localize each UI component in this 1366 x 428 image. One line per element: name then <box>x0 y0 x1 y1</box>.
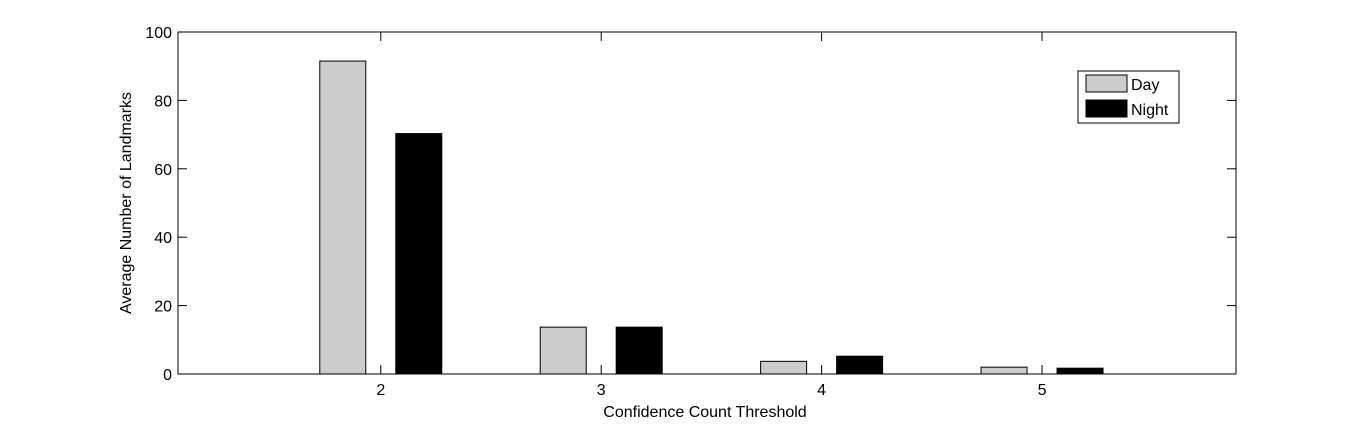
legend-label-day: Day <box>1131 77 1159 94</box>
x-tick-label: 5 <box>1038 382 1047 399</box>
bar-day-4 <box>760 360 808 375</box>
y-axis-label: Average Number of Landmarks <box>118 92 135 314</box>
legend-swatch-night <box>1085 99 1128 118</box>
bar-day-2 <box>319 60 367 375</box>
bar-night-4 <box>836 355 884 375</box>
bar-night-2 <box>395 133 443 375</box>
bar-day-5 <box>980 366 1028 375</box>
bar-series <box>319 60 1104 375</box>
y-tick-label: 80 <box>154 93 172 110</box>
x-tick-label: 2 <box>376 382 385 399</box>
legend-label-night: Night <box>1131 102 1169 119</box>
y-tick-label: 40 <box>154 230 172 247</box>
x-tick-label: 3 <box>597 382 606 399</box>
y-tick-label: 0 <box>163 367 172 384</box>
bar-night-5 <box>1056 367 1104 375</box>
x-axis: 2 3 4 5 <box>376 32 1047 399</box>
x-axis-label: Confidence Count Threshold <box>603 404 806 421</box>
y-axis: 0 20 40 60 80 100 <box>145 25 1236 384</box>
legend: Day Night <box>1077 70 1180 124</box>
y-tick-label: 100 <box>145 25 172 42</box>
y-tick-label: 60 <box>154 162 172 179</box>
bar-night-3 <box>615 326 663 375</box>
x-tick-label: 4 <box>817 382 826 399</box>
y-tick-label: 20 <box>154 299 172 316</box>
legend-swatch-day <box>1085 74 1128 93</box>
bar-day-3 <box>539 326 587 375</box>
